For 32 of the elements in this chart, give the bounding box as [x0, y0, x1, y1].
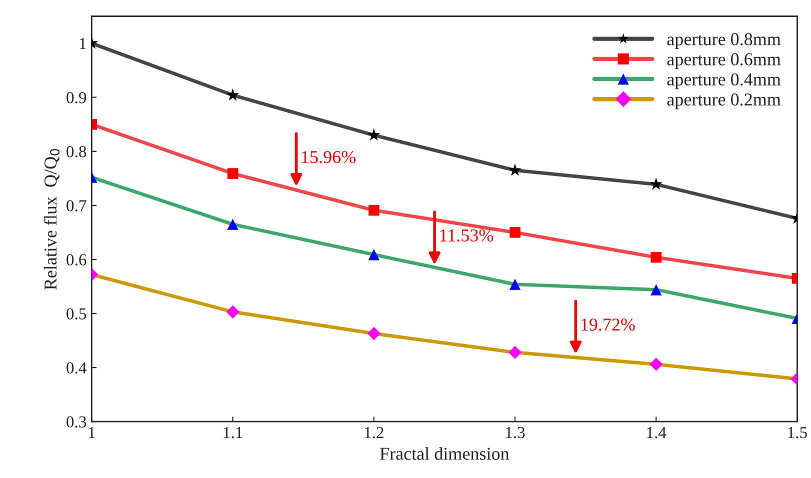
x-tick-label: 1	[88, 427, 95, 438]
y-tick-label: 0.3	[66, 416, 86, 428]
x-tick-label: 1.4	[647, 427, 666, 438]
point	[508, 164, 522, 176]
point	[510, 227, 520, 238]
x-tick-label: 1.2	[364, 426, 384, 438]
point	[650, 252, 662, 263]
y-tick-label: 0.4	[66, 362, 87, 374]
y-axis-title: Relative flux Q/Q$_{0}$	[44, 148, 60, 290]
annotation: 11.53%	[440, 229, 494, 242]
point	[367, 128, 380, 141]
point	[368, 248, 380, 260]
y-tick-label: 1	[80, 38, 86, 50]
x-tick-label: 1.1	[224, 427, 242, 438]
y-tick-label: 0.9	[66, 92, 86, 104]
point	[509, 278, 521, 290]
legend-label: aperture 0.6mm	[667, 53, 781, 70]
annotation: 15.96%	[302, 150, 356, 164]
legend-label: aperture 0.2mm	[667, 93, 781, 110]
x-tick-label: 1.5	[788, 427, 807, 438]
legend-label: aperture 0.4mm	[667, 73, 781, 90]
y-tick-label: 0.6	[66, 254, 86, 266]
y-tick-label: 0.7	[66, 200, 86, 212]
x-tick-label: 1.3	[506, 426, 525, 438]
point	[368, 204, 380, 216]
y-tick-label: 0.8	[66, 146, 86, 158]
point	[367, 326, 380, 340]
point	[508, 346, 522, 360]
legend-label: aperture 0.8mm	[667, 33, 781, 49]
x-axis-title: Fractal dimension	[380, 447, 510, 460]
annotation: 19.72%	[581, 318, 635, 331]
y-tick-label: 0.5	[66, 308, 86, 320]
